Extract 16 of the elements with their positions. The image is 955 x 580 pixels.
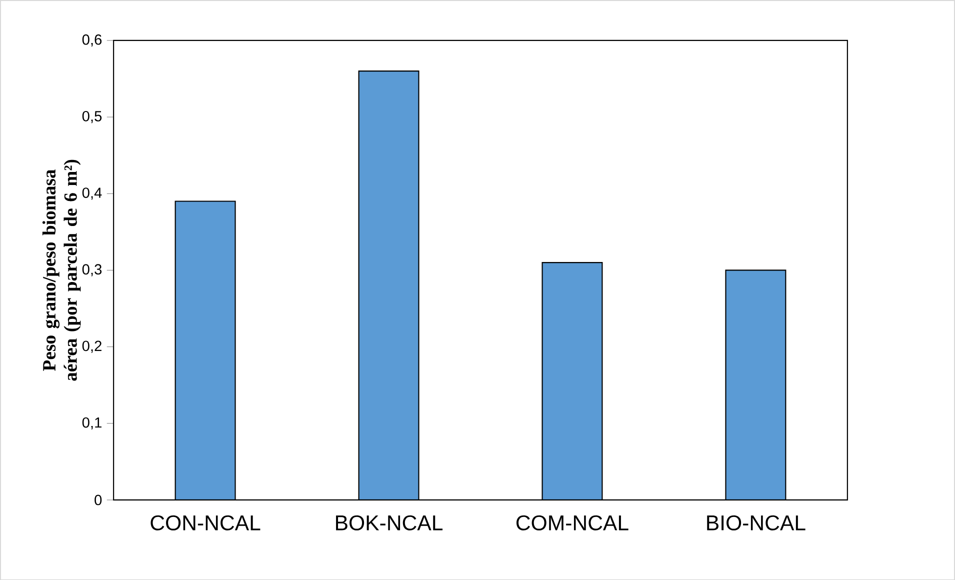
y-tick-label: 0,4 (82, 187, 102, 200)
y-tick-label: 0,6 (82, 34, 102, 46)
x-tick-label: CON-NCAL (150, 515, 260, 530)
y-tick-label: 0,5 (82, 110, 102, 123)
x-tick-label: BIO-NCAL (707, 515, 806, 530)
y-axis-title: Peso grano/peso biomasa aérea (por parcela de 6 m²) (42, 160, 81, 381)
x-tick-label: COM-NCAL (516, 515, 628, 530)
y-tick-label: 0,2 (82, 340, 102, 353)
bar (358, 70, 420, 500)
y-tick-label: 0,1 (82, 417, 102, 430)
bar (542, 262, 603, 500)
y-tick-label: 0 (94, 494, 102, 505)
y-tick-label: 0,3 (82, 264, 102, 276)
x-tick-label: BOK-NCAL (336, 515, 443, 530)
bar (174, 200, 236, 500)
bar (725, 269, 786, 500)
